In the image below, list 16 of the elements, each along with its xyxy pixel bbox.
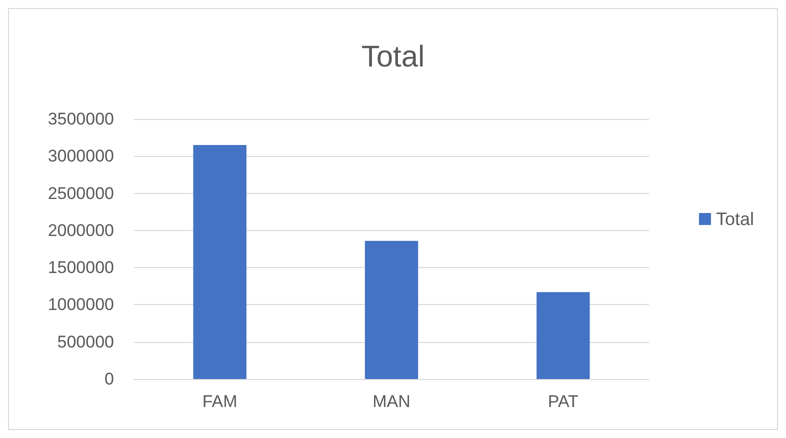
x-tick-label: PAT [548,392,578,411]
y-tick-label: 2000000 [48,220,114,240]
x-tick-label: FAM [202,392,238,411]
y-tick-label: 2500000 [48,184,114,203]
chart-title: Total [361,40,425,74]
y-tick-label: 3500000 [48,110,114,128]
bar [364,240,418,379]
y-tick-label: 1500000 [48,258,114,278]
y-tick-label: 1000000 [48,295,114,314]
bar [193,145,246,379]
y-tick-label: 0 [104,370,114,388]
y-tick-label: 500000 [57,332,114,352]
bar [536,292,590,379]
legend-label: Total [716,209,754,229]
x-tick-label: MAN [372,392,410,411]
y-tick-label: 3000000 [48,146,114,166]
